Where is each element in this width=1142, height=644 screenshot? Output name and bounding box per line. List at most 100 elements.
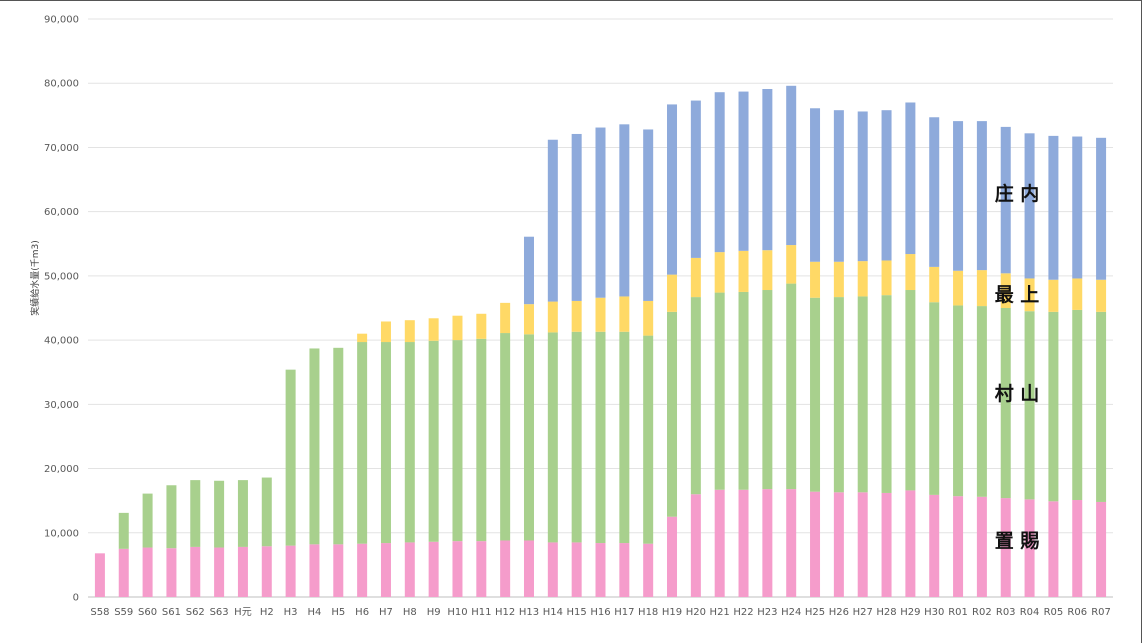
bar-segment bbox=[309, 544, 320, 597]
bar-segment bbox=[881, 260, 892, 296]
bar-segment bbox=[214, 547, 225, 597]
x-tick-label: H20 bbox=[686, 607, 706, 618]
x-tick-label: H11 bbox=[471, 607, 491, 618]
bar-segment bbox=[881, 295, 892, 493]
bar-segment bbox=[667, 104, 678, 275]
bar-segment bbox=[643, 335, 654, 544]
bar-segment bbox=[94, 553, 105, 597]
bar-segment bbox=[714, 292, 725, 490]
bar-segment bbox=[1072, 500, 1083, 597]
bar-segment bbox=[929, 302, 940, 495]
y-tick-label: 20,000 bbox=[44, 464, 79, 475]
bar-segment bbox=[1072, 136, 1083, 279]
bar-segment bbox=[571, 133, 582, 301]
x-tick-label: H5 bbox=[331, 607, 345, 618]
x-tick-label: H28 bbox=[876, 607, 896, 618]
bar-segment bbox=[929, 266, 940, 303]
bar-segment bbox=[261, 477, 272, 547]
bar-segment bbox=[166, 485, 177, 549]
bar-segment bbox=[1024, 133, 1035, 279]
y-tick-label: 80,000 bbox=[44, 79, 79, 90]
bar-segment bbox=[976, 270, 987, 307]
bar-segment bbox=[452, 340, 463, 542]
bar-segment bbox=[905, 102, 916, 255]
x-tick-label: R07 bbox=[1091, 607, 1111, 618]
bar-segment bbox=[857, 111, 868, 262]
bar-segment bbox=[905, 290, 916, 491]
bar-segment bbox=[380, 321, 391, 343]
x-tick-label: S61 bbox=[162, 607, 181, 618]
x-tick-label: H3 bbox=[284, 607, 298, 618]
bar-segment bbox=[380, 543, 391, 597]
bar-segment bbox=[690, 297, 701, 495]
bar-segment bbox=[833, 110, 844, 262]
bar-segment bbox=[357, 333, 368, 343]
x-tick-label: H26 bbox=[829, 607, 849, 618]
x-tick-label: R02 bbox=[972, 607, 992, 618]
bar-segment bbox=[1048, 501, 1059, 597]
bar-segment bbox=[643, 300, 654, 336]
bar-segment bbox=[881, 492, 892, 597]
bar-segment bbox=[810, 261, 821, 298]
x-tick-label: R06 bbox=[1067, 607, 1087, 618]
bar-segment bbox=[547, 139, 558, 302]
x-tick-label: S62 bbox=[186, 607, 205, 618]
bar-segment bbox=[1048, 311, 1059, 502]
bar-segment bbox=[929, 494, 940, 597]
bar-segment bbox=[357, 342, 368, 544]
y-tick-label: 60,000 bbox=[44, 207, 79, 218]
bar-segment bbox=[357, 543, 368, 597]
x-tick-label: H25 bbox=[805, 607, 825, 618]
bar-segment bbox=[166, 548, 177, 597]
y-tick-label: 40,000 bbox=[44, 336, 79, 347]
bar-segment bbox=[595, 297, 606, 332]
bar-segment bbox=[738, 291, 749, 490]
bar-segment bbox=[1096, 501, 1107, 597]
bar-segment bbox=[214, 480, 225, 548]
bar-segment bbox=[786, 489, 797, 597]
bar-segment bbox=[690, 100, 701, 258]
bar-segment bbox=[786, 245, 797, 284]
x-tick-label: H30 bbox=[924, 607, 944, 618]
bar-segment bbox=[1096, 311, 1107, 502]
bar-segment bbox=[857, 492, 868, 597]
bar-segment bbox=[500, 540, 511, 597]
bar-segment bbox=[523, 236, 534, 305]
bar-segment bbox=[1096, 279, 1107, 312]
bar-segment bbox=[690, 257, 701, 298]
x-tick-label: H21 bbox=[710, 607, 730, 618]
bar-segment bbox=[738, 91, 749, 251]
bar-segment bbox=[142, 547, 153, 597]
bar-segment bbox=[452, 541, 463, 597]
bar-segment bbox=[976, 306, 987, 497]
y-tick-label: 10,000 bbox=[44, 528, 79, 539]
bar-segment bbox=[953, 496, 964, 597]
bar-segment bbox=[1024, 278, 1035, 312]
region-label-murayama: 村 山 bbox=[995, 382, 1040, 405]
bar-segment bbox=[547, 332, 558, 543]
bar-segment bbox=[833, 297, 844, 493]
bar-segment bbox=[452, 315, 463, 341]
x-tick-label: H2 bbox=[260, 607, 274, 618]
bar-segment bbox=[619, 296, 630, 332]
x-tick-label: H7 bbox=[379, 607, 393, 618]
bar-segment bbox=[1072, 309, 1083, 501]
y-tick-label: 30,000 bbox=[44, 400, 79, 411]
bar-segment bbox=[1048, 135, 1059, 280]
bar-segment bbox=[237, 480, 248, 547]
bar-segment bbox=[190, 480, 201, 547]
bar-segment bbox=[1000, 126, 1011, 274]
bar-segment bbox=[833, 261, 844, 298]
bar-segment bbox=[643, 543, 654, 597]
bar-segment bbox=[190, 546, 201, 597]
y-tick-label: 50,000 bbox=[44, 271, 79, 282]
bar-segment bbox=[142, 493, 153, 548]
bar-segment bbox=[476, 313, 487, 339]
x-tick-label: H14 bbox=[543, 607, 563, 618]
x-tick-label: H9 bbox=[427, 607, 441, 618]
y-axis-label: 実績給水量(千m3) bbox=[29, 240, 41, 316]
bar-segment bbox=[595, 331, 606, 544]
bar-segment bbox=[714, 92, 725, 253]
